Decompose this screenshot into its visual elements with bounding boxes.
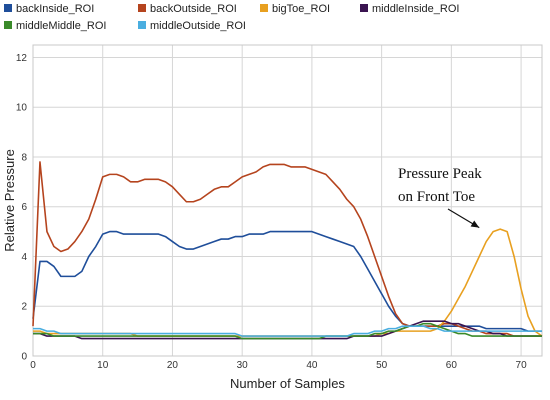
x-tick-label: 40 <box>306 360 318 371</box>
annotation-line-2: on Front Toe <box>398 189 475 205</box>
y-tick-label: 8 <box>21 152 27 163</box>
series-line-middleMiddle_ROI <box>33 322 542 340</box>
y-axis-title: Relative Pressure <box>2 149 17 252</box>
x-axis-title: Number of Samples <box>230 376 345 391</box>
legend-label: middleOutside_ROI <box>150 20 246 32</box>
series-line-backOutside_ROI <box>32 161 542 337</box>
legend-swatch <box>4 21 12 29</box>
annotation-arrowhead <box>470 220 480 228</box>
x-axis-ticks: 0 10 20 30 40 50 60 70 <box>30 360 527 371</box>
x-tick-label: 50 <box>376 360 388 371</box>
x-tick-label: 0 <box>30 360 36 371</box>
legend-swatch <box>138 21 146 29</box>
series-line-middleOutside_ROI <box>33 325 542 337</box>
legend-label: backOutside_ROI <box>150 3 237 15</box>
annotation-line-1: Pressure Peak <box>398 166 482 182</box>
y-tick-label: 10 <box>16 103 28 114</box>
legend-item-bigToe_ROI: bigToe_ROI <box>260 2 330 16</box>
legend-label: bigToe_ROI <box>272 3 331 15</box>
y-axis-ticks: 0 2 4 6 8 10 12 <box>16 53 28 363</box>
x-tick-label: 60 <box>446 360 458 371</box>
series-lines <box>32 161 543 340</box>
legend-item-middleMiddle_ROI: middleMiddle_ROI <box>4 19 106 33</box>
series-line-bigToe_ROI <box>33 228 543 337</box>
legend-item-backOutside_ROI: backOutside_ROI <box>138 2 237 16</box>
y-tick-label: 0 <box>21 352 27 363</box>
legend-label: middleMiddle_ROI <box>16 20 107 32</box>
legend-label: middleInside_ROI <box>372 3 460 15</box>
legend-swatch <box>4 4 12 12</box>
plot-area <box>32 44 543 357</box>
annotation: Pressure Peak on Front Toe <box>398 166 482 229</box>
legend-item-middleOutside_ROI: middleOutside_ROI <box>138 19 246 33</box>
chart-legend: backInside_ROI backOutside_ROI bigToe_ROI m… <box>4 2 544 42</box>
x-tick-label: 10 <box>97 360 109 371</box>
legend-item-middleInside_ROI: middleInside_ROI <box>360 2 459 16</box>
legend-label: backInside_ROI <box>16 3 95 15</box>
y-tick-label: 6 <box>21 202 27 213</box>
y-tick-label: 12 <box>16 53 28 64</box>
legend-item-backInside_ROI: backInside_ROI <box>4 2 94 16</box>
legend-swatch <box>360 4 368 12</box>
x-tick-label: 30 <box>237 360 249 371</box>
legend-swatch <box>138 4 146 12</box>
legend-swatch <box>260 4 268 12</box>
y-tick-label: 4 <box>21 252 27 263</box>
series-line-backInside_ROI <box>32 230 542 332</box>
y-tick-label: 2 <box>21 302 27 313</box>
x-tick-label: 20 <box>167 360 179 371</box>
x-tick-label: 70 <box>516 360 528 371</box>
